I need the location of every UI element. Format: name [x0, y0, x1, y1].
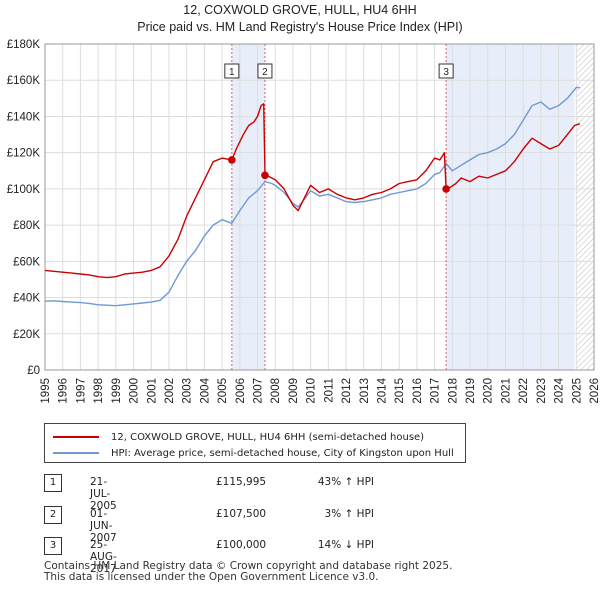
- x-tick-label: 2014: [376, 377, 388, 403]
- footer-copyright: Contains HM Land Registry data © Crown c…: [44, 560, 453, 572]
- plot-border: [44, 43, 595, 371]
- sale-date: 21-JUL-2005: [90, 476, 117, 512]
- x-tick-label: 2017: [430, 378, 442, 404]
- sale-number-badge: 3: [44, 537, 62, 555]
- annotation-box: [224, 63, 240, 79]
- x-tick-label: 2023: [536, 378, 548, 404]
- chart-subtitle: Price paid vs. HM Land Registry's House …: [137, 20, 462, 34]
- sale-number-badge: 2: [44, 506, 62, 524]
- x-tick-label: 2016: [412, 378, 424, 404]
- x-tick-label: 2013: [359, 378, 371, 404]
- x-tick-label: 1997: [75, 378, 87, 404]
- annotation-box: [438, 63, 454, 79]
- y-tick-label: £120K: [7, 148, 41, 160]
- shaded-region: [446, 44, 575, 370]
- annotation-box: [257, 63, 273, 79]
- sale-price: £100,000: [216, 539, 267, 551]
- y-tick-label: £180K: [7, 39, 41, 51]
- sale-price: £107,500: [216, 508, 267, 520]
- x-tick-label: 2012: [341, 378, 353, 404]
- legend-item-hpi: HPI: Average price, semi-detached house,…: [53, 445, 454, 461]
- y-tick-label: £100K: [7, 184, 41, 196]
- x-tick-label: 2008: [270, 378, 282, 404]
- sale-date: 25-AUG-2017: [90, 539, 117, 575]
- x-tick-label: 1998: [93, 378, 105, 404]
- sale-date: 01-JUN-2007: [90, 508, 117, 544]
- legend-item-property: 12, COXWOLD GROVE, HULL, HU4 6HH (semi-d…: [53, 429, 424, 445]
- x-tick-label: 2004: [199, 377, 211, 403]
- sale-hpi-delta: 3% ↑ HPI: [324, 508, 374, 520]
- y-tick-label: £60K: [13, 256, 40, 268]
- x-tick-label: 2006: [235, 378, 247, 404]
- x-tick-label: 2003: [182, 378, 194, 404]
- chart-title: 12, COXWOLD GROVE, HULL, HU4 6HH: [183, 3, 416, 17]
- sale-hpi-delta: 43% ↑ HPI: [317, 476, 374, 488]
- legend-swatch-hpi: [53, 452, 99, 454]
- annotation-label: 2: [262, 67, 268, 78]
- x-tick-label: 2000: [129, 378, 141, 404]
- plot-area: £0 £20K £40K £60K £80K £100K £120K £140K £160K £1…: [7, 39, 600, 404]
- x-tick-label: 2025: [571, 378, 583, 404]
- x-tick-label: 1996: [58, 378, 70, 404]
- sale-point: [228, 156, 236, 164]
- y-tick-label: £40K: [13, 293, 40, 305]
- x-tick-label: 1999: [111, 378, 123, 404]
- x-tick-label: 2021: [500, 378, 512, 404]
- y-tick-label: £0: [27, 365, 40, 377]
- x-tick-label: 2020: [483, 378, 495, 404]
- legend-label-hpi: HPI: Average price, semi-detached house,…: [111, 447, 454, 459]
- property-price-line: [44, 103, 581, 279]
- legend-label-property: 12, COXWOLD GROVE, HULL, HU4 6HH (semi-d…: [111, 431, 425, 443]
- sale-hpi-delta: 14% ↓ HPI: [317, 539, 374, 551]
- x-tick-label: 2007: [253, 378, 265, 404]
- x-tick-label: 2011: [323, 378, 335, 403]
- x-tick-label: 2019: [465, 378, 477, 404]
- x-tick-label: 2022: [518, 378, 530, 404]
- sale-number-badge: 1: [44, 474, 62, 492]
- x-tick-label: 1995: [40, 378, 52, 404]
- x-tick-label: 2024: [554, 377, 566, 403]
- x-tick-label: 2010: [306, 378, 318, 404]
- annotation-label: 3: [443, 67, 449, 78]
- x-tick-label: 2005: [217, 378, 229, 404]
- hatched-region: [576, 44, 594, 370]
- x-tick-label: 2009: [288, 378, 300, 404]
- sale-price: £115,995: [216, 476, 267, 488]
- y-tick-label: £20K: [13, 329, 40, 341]
- x-tick-label: 2026: [589, 378, 600, 404]
- x-tick-label: 2001: [146, 378, 158, 404]
- y-tick-label: £140K: [7, 111, 41, 123]
- y-tick-label: £80K: [13, 220, 40, 232]
- x-tick-label: 2015: [394, 378, 406, 404]
- annotation-label: 1: [229, 67, 235, 78]
- x-tick-label: 2002: [164, 378, 176, 404]
- x-tick-label: 2018: [447, 378, 459, 404]
- sale-point: [442, 185, 450, 193]
- shaded-region: [231, 44, 265, 370]
- sale-point: [261, 171, 269, 180]
- footer-licence: This data is licensed under the Open Gov…: [44, 571, 379, 583]
- y-tick-label: £160K: [7, 75, 41, 87]
- footer: Contains HM Land Registry data © Crown c…: [44, 561, 452, 583]
- legend-swatch-property: [53, 436, 99, 438]
- hpi-line: [44, 86, 580, 307]
- chart-canvas: 12, COXWOLD GROVE, HULL, HU4 6HH Price p…: [7, 3, 600, 404]
- legend: 12, COXWOLD GROVE, HULL, HU4 6HH (semi-d…: [44, 423, 466, 463]
